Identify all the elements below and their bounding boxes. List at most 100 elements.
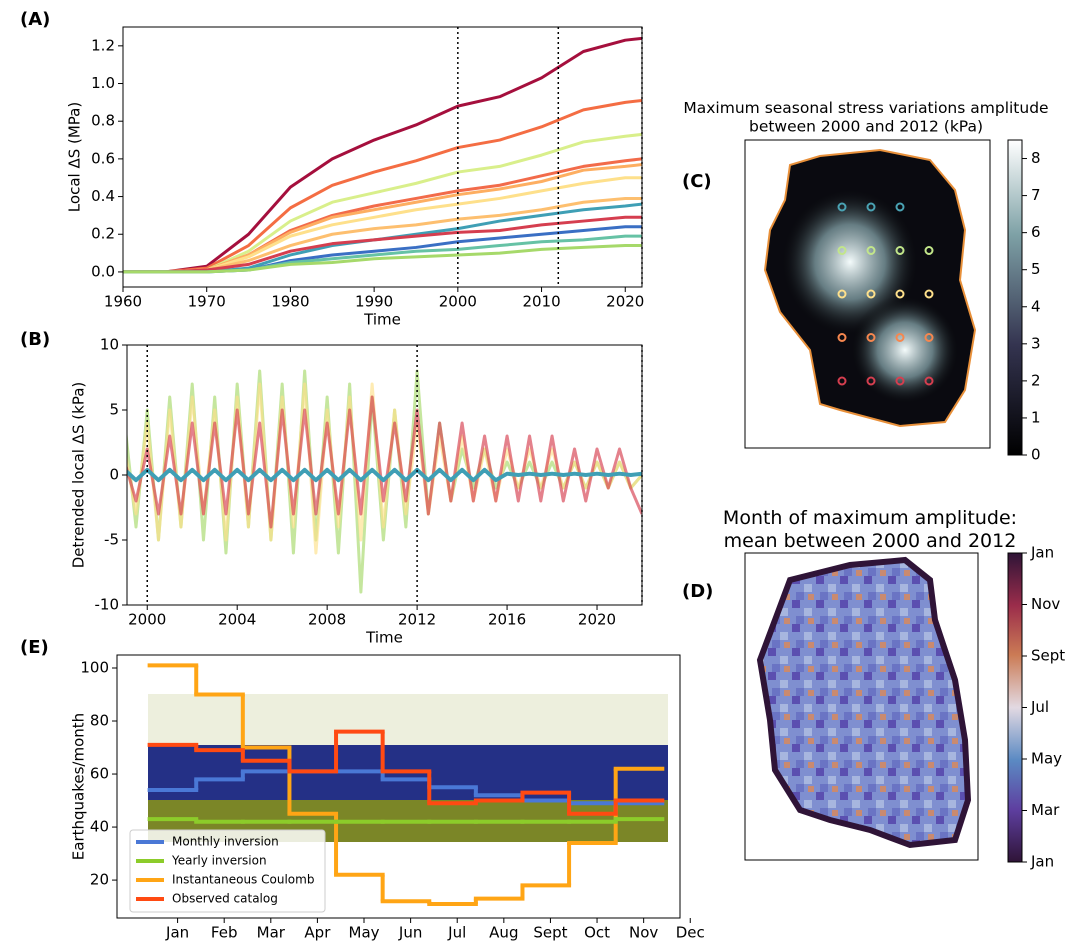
station-marker bbox=[866, 289, 876, 299]
colorbar-tick-label: 7 bbox=[1031, 186, 1041, 204]
x-tick-label: Mar bbox=[257, 924, 286, 941]
map-area bbox=[756, 556, 972, 849]
series-line bbox=[127, 467, 642, 483]
y-axis-title: Local ΔS (MPa) bbox=[66, 102, 84, 212]
station-marker bbox=[837, 376, 847, 386]
station-marker bbox=[866, 202, 876, 212]
station-marker bbox=[837, 202, 847, 212]
y-tick-label: 80 bbox=[90, 712, 109, 730]
x-tick-label: 2000 bbox=[128, 611, 166, 629]
y-tick-label: 100 bbox=[80, 658, 109, 676]
panel-label: (C) bbox=[682, 171, 712, 192]
series-line bbox=[123, 36, 642, 274]
y-axis-title: Detrended local ΔS (kPa) bbox=[70, 382, 88, 569]
chart-title: Month of maximum amplitude: mean between … bbox=[723, 507, 1017, 552]
station-marker bbox=[895, 246, 905, 255]
colorbar-tick-label: 6 bbox=[1031, 223, 1041, 241]
axes-frame bbox=[116, 654, 681, 919]
legend-label: Instantaneous Coulomb bbox=[172, 873, 314, 887]
station-marker bbox=[866, 376, 876, 386]
colorbar bbox=[1007, 552, 1023, 863]
plot-area bbox=[147, 663, 665, 906]
station-marker bbox=[895, 289, 905, 299]
colorbar-tick-label: Sept bbox=[1031, 647, 1065, 665]
station-marker bbox=[924, 289, 934, 299]
x-tick-label: 2012 bbox=[398, 611, 436, 629]
colorbar-tick-label: May bbox=[1031, 750, 1062, 768]
x-tick-label: 2008 bbox=[308, 611, 346, 629]
map-frame bbox=[744, 552, 979, 861]
axes-frame bbox=[122, 26, 643, 288]
station-marker bbox=[924, 376, 934, 386]
y-tick-label: 60 bbox=[90, 765, 109, 783]
y-tick-label: 0.2 bbox=[91, 225, 115, 243]
x-tick-label: 2020 bbox=[606, 293, 644, 311]
station-marker bbox=[837, 246, 847, 255]
y-tick-label: -10 bbox=[95, 596, 120, 614]
map-glow bbox=[850, 295, 960, 405]
station-marker bbox=[895, 376, 905, 386]
station-marker bbox=[924, 333, 934, 342]
station-marker bbox=[866, 333, 876, 342]
axes-frame bbox=[126, 344, 643, 606]
legend bbox=[129, 829, 326, 913]
plot-area bbox=[123, 36, 642, 274]
colorbar-tick-label: Jan bbox=[1030, 853, 1054, 871]
x-tick-label: 2020 bbox=[578, 611, 616, 629]
station-marker bbox=[895, 202, 905, 212]
colorbar-tick-label: Mar bbox=[1031, 801, 1060, 819]
x-tick-label: Apr bbox=[304, 924, 331, 941]
x-tick-label: 1990 bbox=[355, 293, 393, 311]
colorbar-tick-label: Jul bbox=[1030, 698, 1049, 716]
x-tick-label: Jul bbox=[447, 924, 466, 941]
x-tick-label: 2016 bbox=[488, 611, 526, 629]
series-line bbox=[123, 98, 642, 274]
x-axis-title: Time bbox=[363, 311, 401, 329]
x-tick-label: Jan bbox=[165, 924, 189, 941]
colorbar-tick-label: 2 bbox=[1031, 371, 1041, 389]
series-line bbox=[123, 163, 642, 274]
colorbar-tick-label: Jan bbox=[1030, 544, 1054, 562]
x-tick-label: Oct bbox=[584, 924, 610, 941]
x-tick-label: Jun bbox=[398, 924, 422, 941]
series-line bbox=[123, 215, 642, 274]
chart-title: Maximum seasonal stress variations ampli… bbox=[683, 99, 1048, 136]
x-tick-label: Nov bbox=[629, 924, 658, 941]
panel-label: (B) bbox=[20, 329, 50, 350]
y-tick-label: 20 bbox=[90, 871, 109, 889]
legend-label: Monthly inversion bbox=[172, 835, 279, 849]
y-tick-label: 1.2 bbox=[91, 36, 115, 54]
x-tick-label: 1970 bbox=[188, 293, 226, 311]
y-tick-label: 0.0 bbox=[91, 262, 115, 280]
map-frame bbox=[744, 139, 991, 449]
y-tick-label: 40 bbox=[90, 818, 109, 836]
y-tick-label: 0.8 bbox=[91, 112, 115, 130]
colorbar-tick-label: Nov bbox=[1031, 595, 1060, 613]
x-axis-title: Time bbox=[365, 629, 403, 647]
x-tick-label: May bbox=[349, 924, 380, 941]
colorbar-tick-label: 0 bbox=[1031, 446, 1041, 464]
colorbar-tick-label: 3 bbox=[1031, 334, 1041, 352]
x-tick-label: 2010 bbox=[522, 293, 560, 311]
panel-label: (E) bbox=[20, 637, 49, 658]
plot-area bbox=[127, 369, 642, 594]
panel-label: (A) bbox=[20, 9, 50, 30]
y-tick-label: 0.4 bbox=[91, 187, 115, 205]
series-line bbox=[123, 244, 642, 274]
y-tick-label: 0.6 bbox=[91, 149, 115, 167]
colorbar-tick-label: 4 bbox=[1031, 297, 1041, 315]
x-tick-label: 2000 bbox=[439, 293, 477, 311]
y-tick-label: 1.0 bbox=[91, 74, 115, 92]
colorbar bbox=[1007, 139, 1023, 456]
y-tick-label: 10 bbox=[100, 336, 119, 354]
station-marker bbox=[924, 246, 934, 255]
y-tick-label: 0 bbox=[109, 466, 119, 484]
x-tick-label: Dec bbox=[676, 924, 705, 941]
x-tick-label: Sept bbox=[533, 924, 567, 941]
y-tick-label: 5 bbox=[109, 401, 119, 419]
station-marker bbox=[837, 333, 847, 342]
y-tick-label: -5 bbox=[104, 531, 119, 549]
station-marker bbox=[837, 289, 847, 299]
legend-label: Observed catalog bbox=[172, 892, 278, 906]
